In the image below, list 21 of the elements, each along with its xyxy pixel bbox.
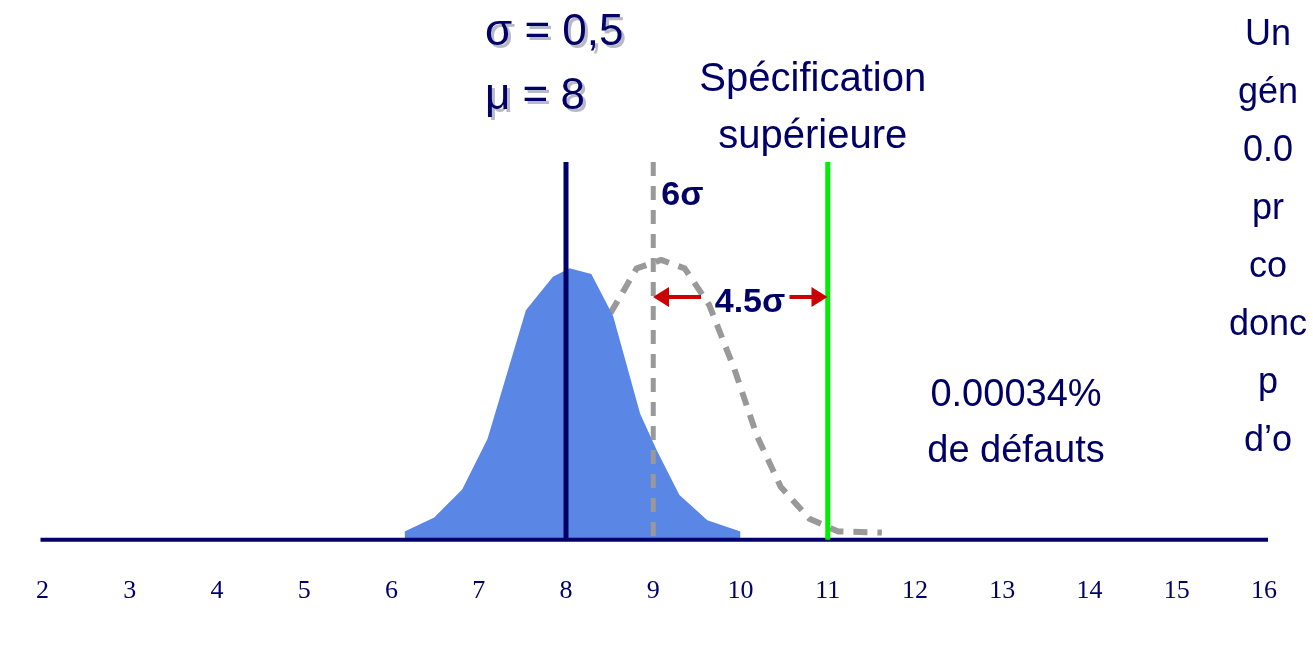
x-tick-label: 7: [472, 575, 486, 605]
x-tick-label: 5: [297, 575, 311, 605]
x-tick-label: 14: [1076, 575, 1103, 605]
annotation: Un gén 0.0 pr co donc p d’o: [1228, 11, 1308, 459]
ref-line-label: Spécification supérieure: [699, 55, 927, 157]
x-tick-label: 13: [989, 575, 1016, 605]
x-tick-label: 11: [815, 575, 841, 605]
x-tick-label: 12: [902, 575, 928, 605]
x-tick-label: 16: [1251, 575, 1277, 605]
annotation: 4.5σ: [714, 281, 786, 320]
x-tick-label: 9: [646, 575, 660, 605]
x-tick-label: 15: [1163, 575, 1190, 605]
x-tick-label: 2: [36, 575, 49, 605]
text: μ = 8: [488, 72, 588, 122]
x-tick-label: 8: [559, 575, 573, 605]
x-tick-label: 3: [123, 575, 137, 605]
annotation: 0.00034% de défauts: [927, 372, 1105, 471]
x-tick-label: 10: [727, 575, 754, 605]
ref-line-label: 6σ: [661, 174, 704, 213]
x-tick-label: 6: [385, 575, 398, 605]
x-tick-label: 4: [210, 575, 224, 605]
